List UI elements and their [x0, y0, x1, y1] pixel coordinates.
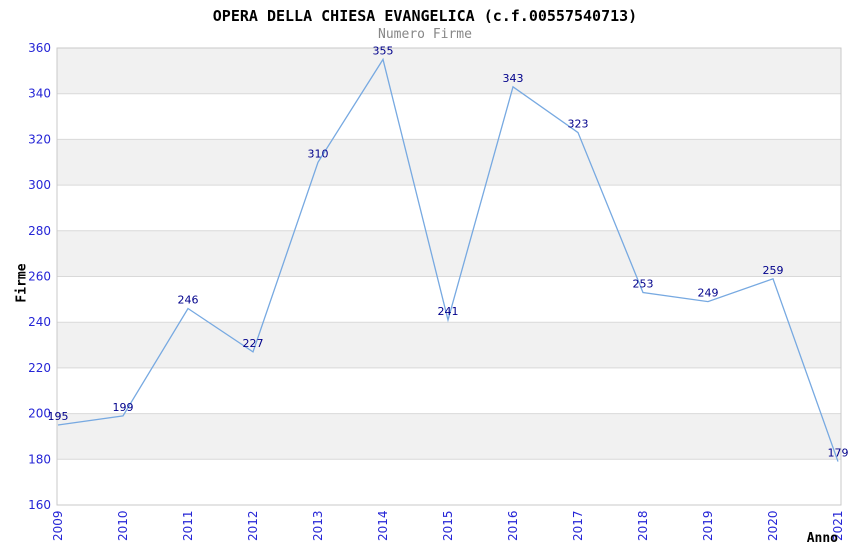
y-tick-label: 180	[28, 452, 51, 466]
x-tick-label: 2014	[376, 510, 390, 541]
data-point-label: 343	[503, 72, 524, 85]
data-point-label: 355	[373, 44, 394, 57]
y-tick-label: 320	[28, 132, 51, 146]
band	[57, 322, 841, 368]
plot-border	[56, 47, 842, 506]
band	[57, 230, 841, 277]
data-point-label: 259	[763, 264, 784, 277]
x-tick-label: 2018	[636, 510, 650, 541]
x-tick-label: 2019	[701, 510, 715, 541]
x-tick-label: 2015	[441, 510, 455, 541]
x-tick-label: 2016	[506, 510, 520, 541]
data-point-label: 179	[828, 447, 849, 460]
chart-subtitle: Numero Firme	[378, 27, 472, 42]
x-tick-label: 2021	[831, 510, 845, 541]
data-point-label: 241	[438, 305, 459, 318]
x-tick-label: 2013	[311, 510, 325, 541]
band	[57, 139, 841, 186]
y-tick-label: 220	[28, 361, 51, 375]
data-point-label: 246	[178, 293, 199, 306]
data-point-label: 227	[243, 337, 264, 350]
y-tick-label: 160	[28, 498, 51, 512]
y-tick-label: 260	[28, 270, 51, 284]
series-line	[57, 57, 839, 462]
x-tick-label: 2011	[181, 510, 195, 541]
data-point-label: 199	[113, 401, 134, 414]
y-tick-label: 360	[28, 41, 51, 55]
x-tick-label: 2020	[766, 510, 780, 541]
band	[57, 413, 841, 460]
data-point-label: 310	[308, 147, 329, 160]
y-tick-label: 340	[28, 87, 51, 101]
y-tick-label: 200	[28, 407, 51, 421]
data-point-label: 195	[48, 410, 69, 423]
x-tick-label: 2009	[51, 510, 65, 541]
x-tick-label: 2017	[571, 510, 585, 541]
data-point-label: 249	[698, 287, 719, 300]
x-tick-label: 2012	[246, 510, 260, 541]
y-tick-label: 240	[28, 315, 51, 329]
data-point-label: 253	[633, 277, 654, 290]
band	[57, 48, 841, 94]
x-axis-title: Anno	[806, 531, 838, 546]
chart-title: OPERA DELLA CHIESA EVANGELICA (c.f.00557…	[212, 7, 638, 25]
y-tick-label: 280	[28, 224, 51, 238]
data-point-label: 323	[568, 118, 589, 131]
y-tick-label: 300	[28, 178, 51, 192]
x-tick-label: 2010	[116, 510, 130, 541]
